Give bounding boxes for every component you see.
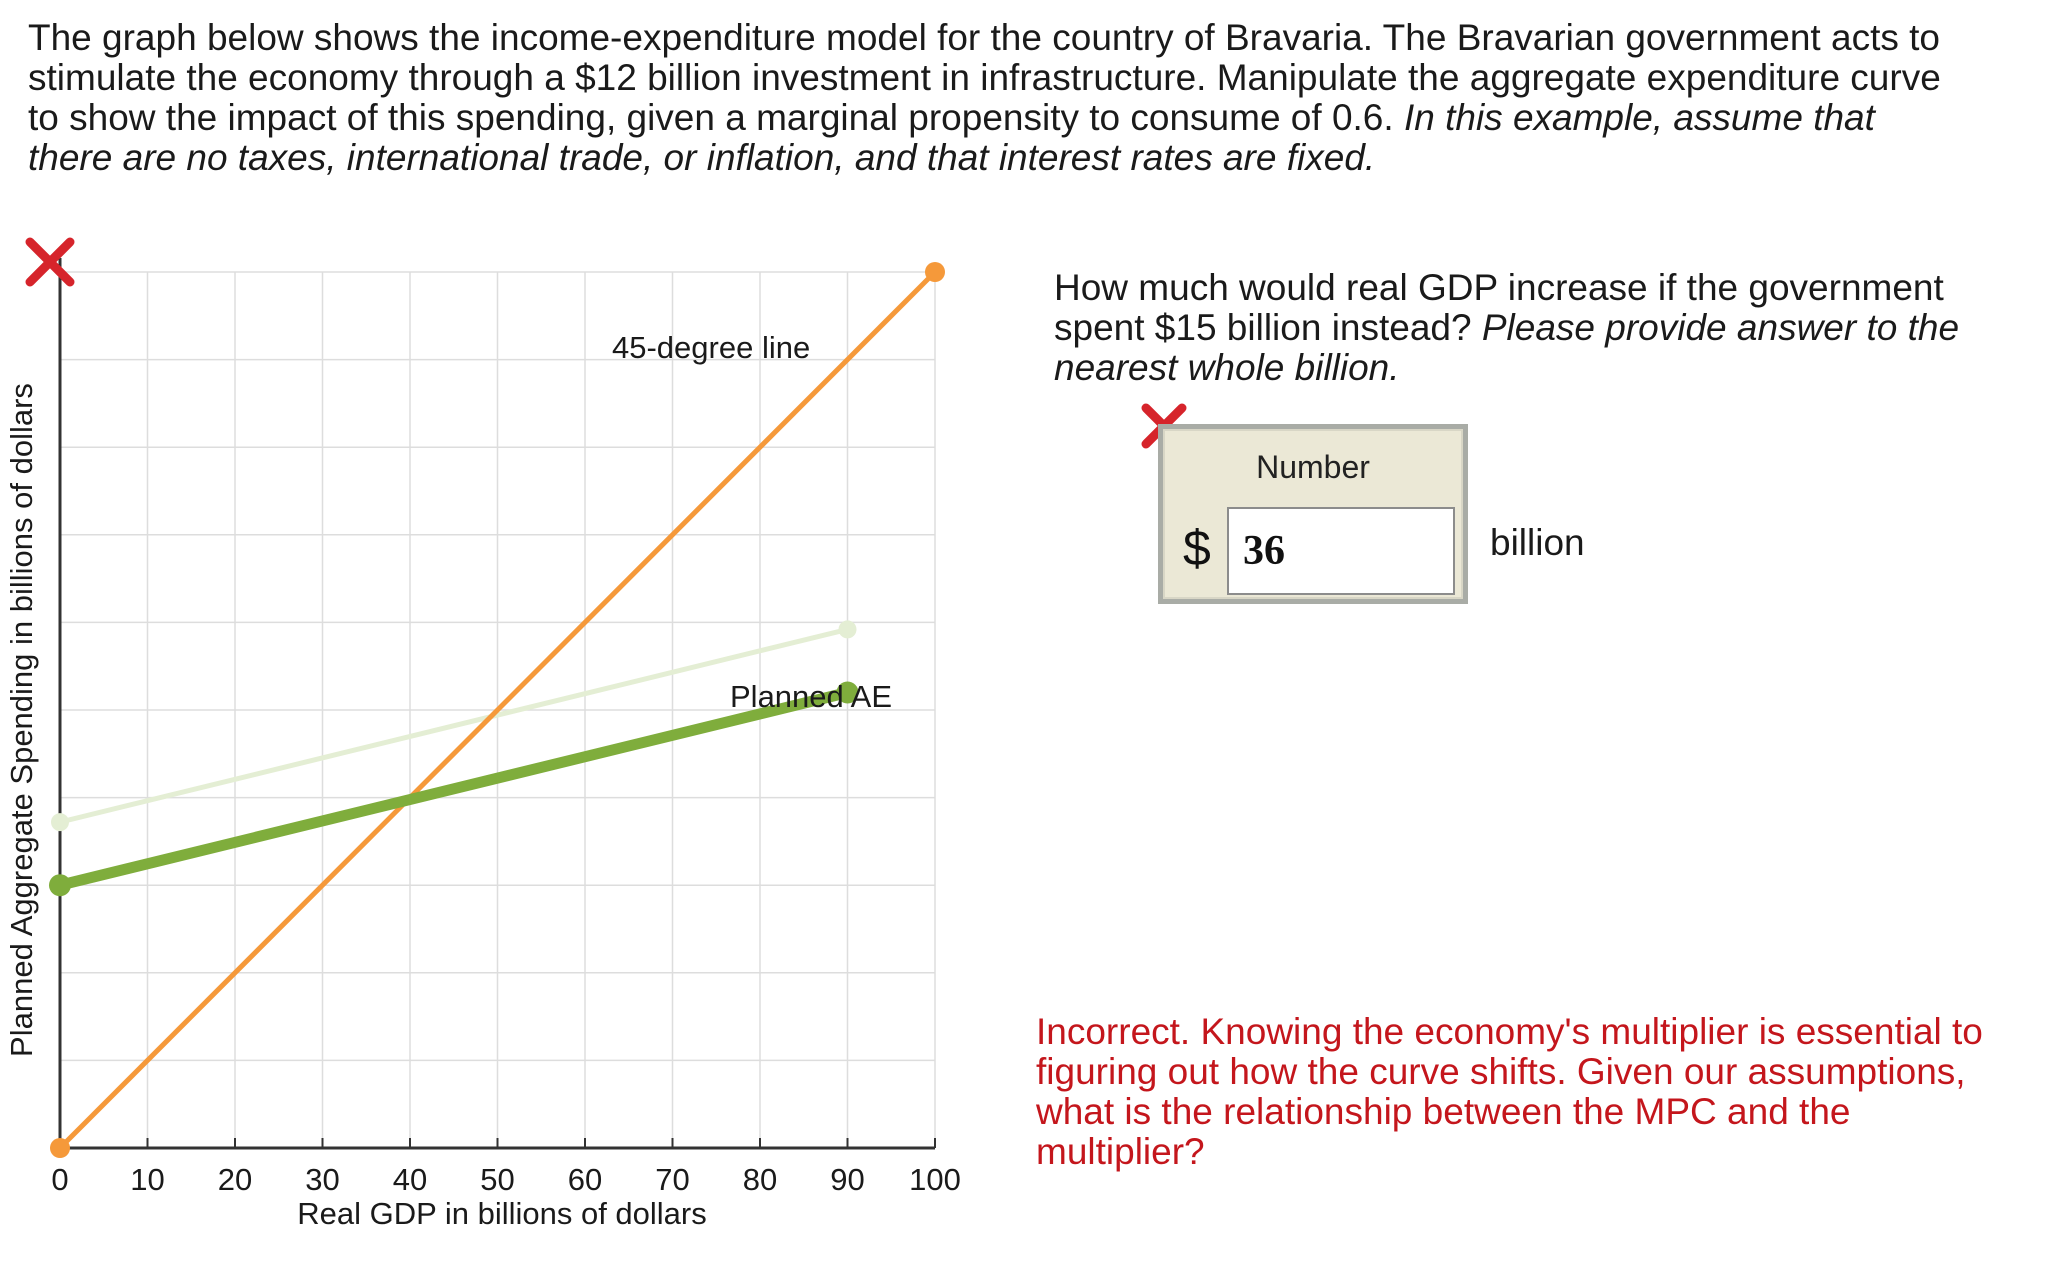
question-text: How much would real GDP increase if the … bbox=[1054, 268, 2034, 388]
x-tick-label: 80 bbox=[743, 1162, 777, 1197]
income-expenditure-chart[interactable]: 0 10 20 30 40 50 60 70 80 90 100 Real GDP in billi… bbox=[0, 0, 980, 1267]
intro-regular: The graph below shows the income-expendi… bbox=[28, 17, 1941, 138]
planned-ae-handle[interactable] bbox=[49, 874, 71, 897]
x-tick-labels: 0 10 20 30 40 50 60 70 80 90 100 bbox=[51, 1162, 960, 1197]
original-ae-line bbox=[59, 626, 849, 825]
x-tick-label: 60 bbox=[568, 1162, 602, 1197]
answer-panel: Number $ bbox=[1158, 424, 1468, 604]
intro-italic: In this example, assume that there are n… bbox=[28, 97, 1875, 178]
chart-series[interactable] bbox=[49, 262, 945, 1158]
x-axis-label: Real GDP in billions of dollars bbox=[297, 1196, 707, 1231]
x-tick-label: 30 bbox=[305, 1162, 339, 1197]
original-ae-point bbox=[51, 813, 69, 832]
currency-symbol: $ bbox=[1183, 520, 1211, 576]
y-axis-label: Planned Aggregate Spending in billions o… bbox=[4, 383, 39, 1057]
intro-text: The graph below shows the income-expendi… bbox=[28, 18, 1948, 178]
red-x-icon bbox=[25, 237, 75, 287]
planned-ae-label: Planned AE bbox=[730, 679, 892, 714]
x-tick-label: 50 bbox=[480, 1162, 514, 1197]
x-tick-label: 40 bbox=[393, 1162, 427, 1197]
feedback-text: Incorrect. Knowing the economy's multipl… bbox=[1036, 1011, 1983, 1172]
question-italic: Please provide answer to the nearest who… bbox=[1054, 307, 1960, 388]
forty-five-line-label: 45-degree line bbox=[612, 330, 810, 365]
x-tick-label: 70 bbox=[655, 1162, 689, 1197]
answer-unit: billion bbox=[1490, 522, 1585, 563]
x-tick-label: 20 bbox=[218, 1162, 252, 1197]
forty-five-degree-line bbox=[58, 270, 937, 1150]
question-regular: How much would real GDP increase if the … bbox=[1054, 267, 1944, 348]
chart-axes bbox=[58, 258, 936, 1150]
planned-ae-line[interactable] bbox=[54, 686, 853, 891]
answer-label: Number bbox=[1256, 449, 1370, 485]
planned-ae-handle[interactable] bbox=[836, 681, 859, 704]
x-tick-label: 10 bbox=[130, 1162, 164, 1197]
answer-input[interactable] bbox=[1227, 507, 1455, 595]
forty-five-line-point bbox=[925, 262, 945, 282]
chart-grid bbox=[60, 271, 936, 1148]
forty-five-line-point bbox=[50, 1138, 70, 1158]
x-tick-label: 0 bbox=[51, 1162, 68, 1197]
x-tick-label: 100 bbox=[909, 1162, 961, 1197]
original-ae-point bbox=[838, 620, 857, 639]
x-tick-label: 90 bbox=[830, 1162, 864, 1197]
